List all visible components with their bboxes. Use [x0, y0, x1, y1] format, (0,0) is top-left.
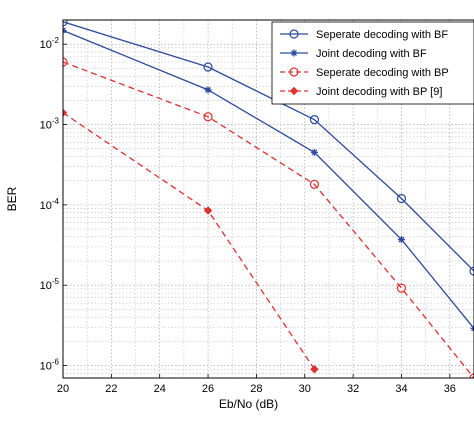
data-point	[470, 324, 474, 332]
y-axis-label: BER	[5, 186, 19, 211]
y-tick-label: 10-5	[40, 277, 60, 292]
x-tick-label: 36	[444, 383, 456, 395]
data-point	[310, 148, 318, 156]
axis-ticks: 20 22 24 26 28 30 32 34 36 10-2 10-3 10-4 10-5 10-6	[40, 36, 456, 395]
plot-series	[63, 20, 474, 378]
x-tick-label: 20	[57, 383, 69, 395]
data-point	[309, 179, 320, 189]
data-point	[397, 236, 405, 244]
x-tick-label: 32	[347, 383, 359, 395]
data-point	[310, 365, 319, 374]
legend-entry: Joint decoding with BF	[280, 48, 427, 60]
legend-entries: Seperate decoding with BF Joint decoding …	[280, 29, 449, 98]
series-line	[63, 21, 474, 272]
legend-marker	[289, 86, 299, 96]
legend-label: Joint decoding with BF	[316, 48, 427, 60]
data-point	[396, 193, 407, 204]
series-line	[63, 112, 315, 370]
data-point	[204, 86, 212, 94]
legend-entry: Joint decoding with BP [9]	[280, 86, 442, 98]
series-seperate-decoding-with-bp	[63, 57, 474, 378]
data-point	[203, 62, 213, 72]
x-axis-label: Eb/No (dB)	[219, 397, 278, 411]
series-seperate-decoding-with-bf	[63, 20, 474, 276]
data-point	[469, 266, 474, 276]
legend: Seperate decoding with BF Joint decoding …	[271, 21, 474, 105]
legend-marker	[290, 49, 298, 57]
legend-label: Seperate decoding with BF	[316, 29, 448, 41]
legend-box	[271, 21, 474, 105]
y-tick-label: 10-3	[40, 117, 60, 132]
x-tick-label: 26	[202, 383, 214, 395]
data-point	[396, 283, 407, 293]
y-tick-label: 10-4	[40, 197, 60, 212]
x-tick-label: 30	[299, 383, 311, 395]
data-point	[203, 206, 213, 215]
x-tick-label: 34	[395, 383, 407, 395]
y-tick-label: 10-2	[40, 36, 60, 51]
x-tick-label: 22	[105, 383, 117, 395]
series-joint-decoding-with-bp-9	[63, 108, 319, 374]
data-point	[63, 20, 68, 27]
data-point	[309, 115, 320, 125]
legend-marker	[289, 29, 299, 39]
legend-entry: Seperate decoding with BF	[280, 29, 448, 41]
y-tick-label: 10-6	[40, 358, 60, 373]
legend-label: Seperate decoding with BP	[316, 67, 449, 79]
legend-marker	[289, 67, 299, 77]
series-line	[63, 61, 474, 378]
data-point	[203, 112, 213, 122]
data-point	[63, 108, 68, 117]
x-tick-label: 28	[250, 383, 262, 395]
plot-frame	[62, 19, 474, 379]
legend-label: Joint decoding with BP [9]	[316, 86, 442, 98]
series-joint-decoding-with-bf	[63, 27, 474, 332]
data-point	[63, 57, 68, 67]
x-tick-label: 24	[154, 383, 166, 395]
legend-entry: Seperate decoding with BP	[280, 67, 449, 79]
